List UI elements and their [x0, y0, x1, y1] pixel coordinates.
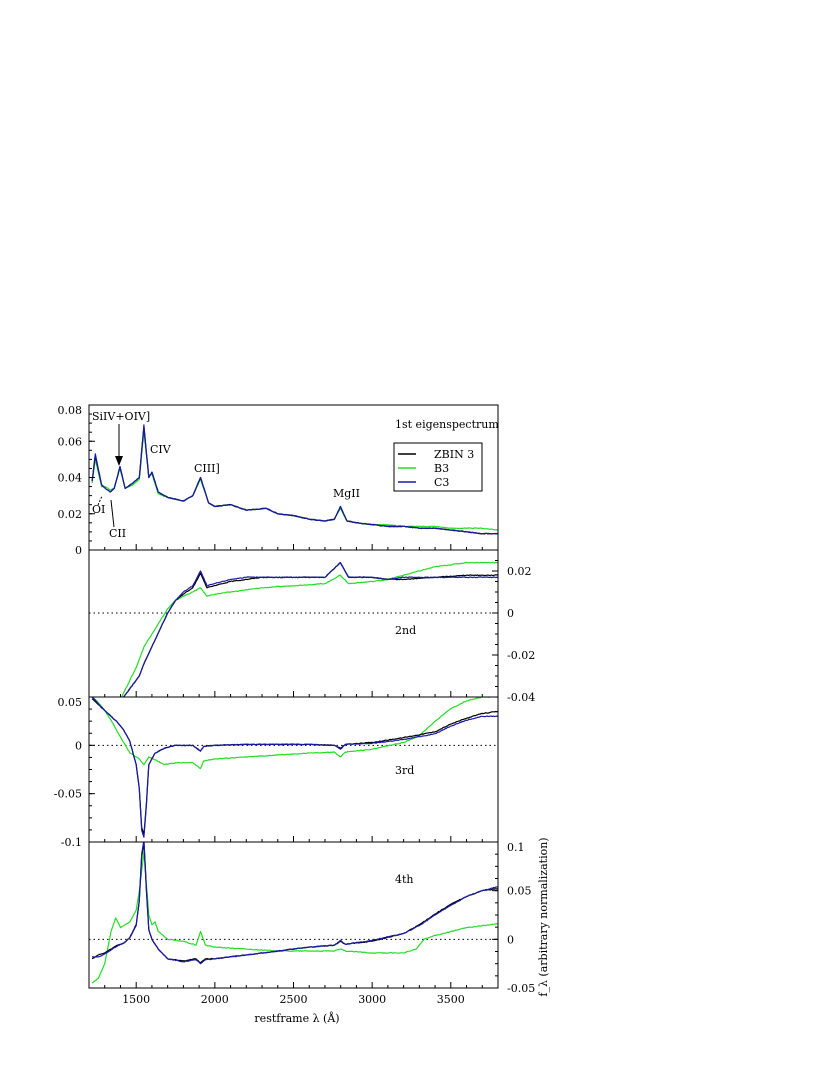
panel-1-annotations: SiIV+OIV] CIV CIII] MgII OI CII — [92, 410, 360, 540]
panel-3-series — [91, 697, 498, 838]
x-axis-label: restframe λ (Å) — [254, 1011, 339, 1025]
panel-3-y-tick-label: -0.05 — [54, 788, 82, 801]
legend: 1st eigenspectrum ZBIN 3 B3 C3 — [393, 418, 499, 492]
panel-2-frame — [88, 549, 499, 698]
panel-1-y-tick-label: 0.02 — [58, 508, 83, 521]
x-tick-label: 3000 — [358, 993, 386, 1006]
panel-4-y-tick-label: -0.05 — [507, 982, 535, 995]
y-axis-label: f_λ (arbitrary normalization) — [537, 837, 550, 996]
series-zbin3-panel-4 — [91, 842, 498, 964]
x-tick-label: 2000 — [201, 993, 229, 1006]
panel-1-series — [91, 424, 498, 535]
panel-4-frame — [88, 841, 499, 989]
annotation-siiv-arrowhead — [115, 456, 123, 466]
panel-2: -0.04 -0.02 0 0.02 — [88, 549, 535, 704]
panel-1-y-tick-label: 0 — [75, 544, 82, 557]
annotation-mgii: MgII — [333, 487, 360, 500]
panel-3-y-tick-label: 0 — [75, 739, 82, 752]
panel-3-y-tick-label: 0.05 — [58, 696, 83, 709]
panel-1-title: 1st eigenspectrum — [395, 418, 499, 431]
panel-2-y-tick-label: 0.02 — [507, 565, 532, 578]
panel-titles: 2nd 3rd 4th — [395, 624, 416, 886]
panel-4-y-tick-label: 0 — [507, 933, 514, 946]
panel-1-y-tick-label: 0.06 — [58, 435, 83, 448]
panel-3: -0.1 -0.05 0 0.05 — [54, 696, 499, 849]
legend-label-zbin3: ZBIN 3 — [434, 448, 474, 461]
panel-2-title: 2nd — [395, 624, 416, 637]
panel-4-y-tick-label: 0.1 — [507, 841, 525, 854]
annotation-siiv-oiv: SiIV+OIV] — [92, 410, 150, 423]
panel-1: 0 0.02 0.04 0.06 0.08 — [58, 404, 499, 557]
panel-3-title: 3rd — [395, 764, 414, 777]
annotation-civ: CIV — [150, 443, 172, 456]
annotation-cii-arrow — [110, 499, 115, 528]
series-c3-panel-2 — [122, 562, 498, 697]
series-b3-panel-4 — [91, 851, 498, 984]
x-tick-label: 3500 — [437, 993, 465, 1006]
panel-2-y-tick-label: -0.02 — [507, 649, 535, 662]
annotation-oi: OI — [92, 503, 105, 516]
panel-2-series — [120, 561, 498, 697]
series-c3-panel-4 — [91, 842, 498, 965]
legend-label-c3: C3 — [434, 476, 449, 489]
panel-4-y-tick-label: 0.05 — [507, 885, 532, 898]
annotation-oi-arrow — [97, 495, 103, 506]
panel-3-y-tick-label: -0.1 — [61, 836, 82, 849]
annotation-ciii: CIII] — [194, 462, 220, 475]
x-tick-label: 2500 — [280, 993, 308, 1006]
panel-1-y-tick-label: 0.08 — [58, 404, 83, 417]
panels-layer: 0 0.02 0.04 0.06 0.08 -0.04 -0.02 0 0.02 -0.1 -0.0… — [54, 404, 535, 1006]
series-c3-panel-3 — [91, 697, 498, 838]
x-tick-label: 1500 — [122, 993, 150, 1006]
panel-4: -0.05 0 0.05 0.1 — [88, 841, 535, 995]
series-b3-panel-2 — [120, 561, 498, 697]
panel-2-y-tick-label: -0.04 — [507, 691, 535, 704]
legend-label-b3: B3 — [434, 462, 449, 475]
panel-3-frame — [88, 696, 499, 843]
panel-1-y-tick-label: 0.04 — [58, 472, 83, 485]
panel-4-title: 4th — [395, 873, 414, 886]
series-zbin3-panel-2 — [122, 562, 498, 697]
series-c3-panel-1 — [91, 424, 498, 535]
annotation-cii: CII — [109, 527, 126, 540]
panel-2-y-tick-label: 0 — [507, 607, 514, 620]
legend-box — [393, 442, 483, 492]
panel-4-series — [91, 842, 498, 984]
series-b3-panel-3 — [91, 697, 498, 770]
